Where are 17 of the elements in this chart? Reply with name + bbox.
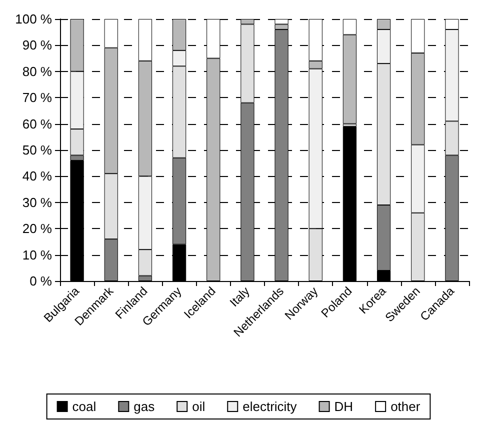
y-tick-label: 50 % (22, 142, 52, 158)
legend-label: coal (72, 399, 96, 414)
legend-label: DH (334, 399, 354, 414)
y-tick-label: 10 % (22, 247, 52, 262)
legend-label: oil (192, 399, 206, 414)
y-tick-label: 60 % (22, 116, 52, 132)
y-tick-label: 30 % (22, 194, 52, 210)
legend-label: gas (134, 399, 156, 414)
legend-label: other (390, 399, 421, 414)
y-tick-label: 100 % (15, 12, 52, 26)
y-tick-label: 40 % (22, 168, 52, 184)
y-tick-label: 70 % (22, 90, 52, 106)
y-tick-label: 90 % (22, 38, 52, 53)
y-tick-label: 20 % (22, 221, 52, 236)
legend-label: electricity (242, 399, 298, 414)
y-tick-label: 0 % (30, 274, 52, 288)
y-tick-label: 80 % (22, 64, 52, 79)
